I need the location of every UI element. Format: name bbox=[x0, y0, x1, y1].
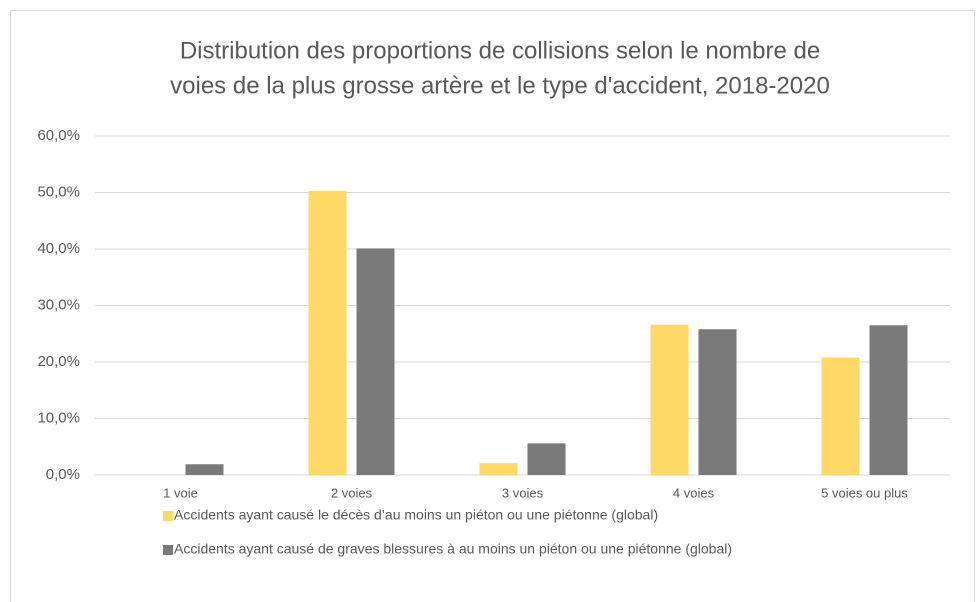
chart-title: Distribution des proportions de collisio… bbox=[180, 37, 820, 64]
y-tick-label: 20,0% bbox=[37, 353, 80, 370]
x-tick-label: 2 voies bbox=[331, 485, 373, 500]
chart-border bbox=[10, 10, 975, 602]
x-tick-label: 5 voies ou plus bbox=[821, 485, 908, 500]
chart-title: voies de la plus grosse artère et le typ… bbox=[170, 72, 830, 99]
legend-swatch bbox=[163, 545, 173, 555]
bar bbox=[356, 248, 395, 475]
y-tick-label: 40,0% bbox=[37, 240, 80, 257]
bar bbox=[527, 443, 566, 475]
bar bbox=[650, 324, 689, 475]
x-tick-label: 3 voies bbox=[502, 485, 544, 500]
bar bbox=[821, 357, 860, 475]
x-tick-label: 1 voie bbox=[163, 485, 198, 500]
y-tick-label: 0,0% bbox=[46, 466, 80, 483]
bar bbox=[869, 325, 908, 475]
legend-label: Accidents ayant causé le décès d’au moin… bbox=[174, 507, 658, 523]
y-tick-label: 60,0% bbox=[37, 127, 80, 144]
bar bbox=[185, 464, 224, 475]
y-tick-label: 30,0% bbox=[37, 296, 80, 313]
legend-swatch bbox=[163, 511, 173, 521]
bar bbox=[308, 190, 347, 475]
y-tick-label: 10,0% bbox=[37, 409, 80, 426]
y-tick-label: 50,0% bbox=[37, 183, 80, 200]
bar bbox=[698, 329, 737, 475]
bar bbox=[479, 463, 518, 475]
legend-label: Accidents ayant causé de graves blessure… bbox=[174, 541, 732, 557]
x-tick-label: 4 voies bbox=[673, 485, 715, 500]
